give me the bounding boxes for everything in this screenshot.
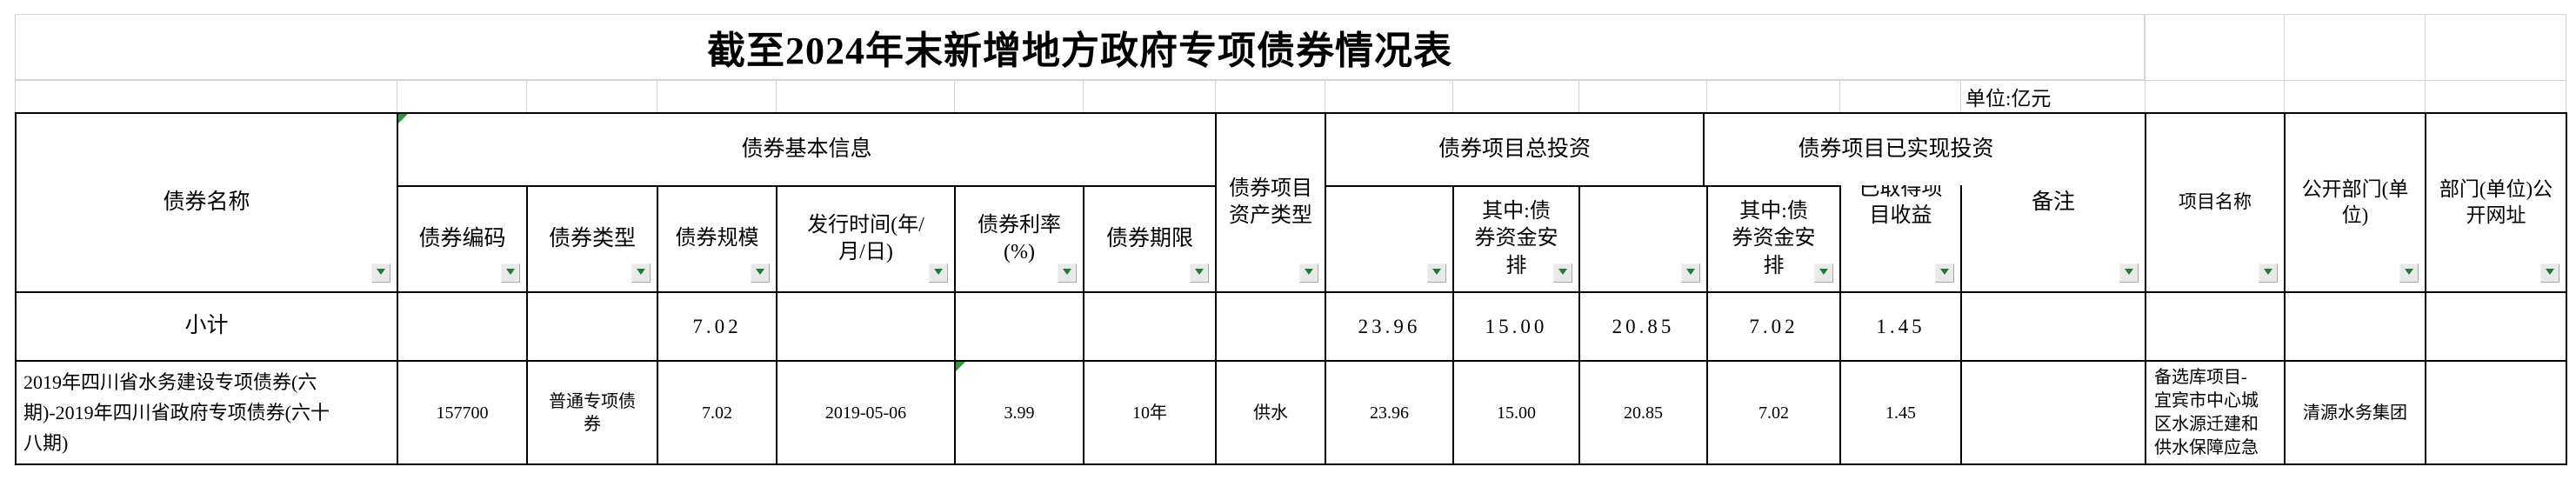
subtotal-dept-url-cell[interactable] — [2426, 293, 2566, 360]
gridline — [15, 80, 2566, 81]
asset-type-cell[interactable]: 供水 — [1217, 362, 1325, 463]
subtotal-label-cell[interactable]: 小计 — [17, 293, 397, 360]
subtotal-income-cell[interactable]: 1.45 — [1841, 293, 1960, 360]
filter-button-disclosing-dept[interactable] — [2399, 263, 2419, 283]
gridline — [1960, 80, 1961, 112]
dept-url-cell[interactable] — [2426, 362, 2566, 463]
filter-dropdown-icon — [1940, 269, 1949, 279]
header-dept-url[interactable]: 部门(单位)公开网址 — [2426, 114, 2566, 291]
filter-button-total-investment[interactable] — [1427, 263, 1446, 283]
subtotal-disclosing-dept-cell[interactable] — [2286, 293, 2425, 360]
filter-button-bond-type[interactable] — [631, 263, 651, 283]
gridline — [1706, 80, 1707, 112]
remarks-cell[interactable] — [1962, 362, 2145, 463]
gridline — [776, 80, 777, 112]
header-group-basic-info[interactable]: 债券基本信息 — [398, 114, 1215, 185]
subtotal-asset-type-cell[interactable] — [1217, 293, 1325, 360]
filter-button-bond-scale[interactable] — [751, 263, 770, 283]
filter-button-realized-bond-fund[interactable] — [1814, 263, 1833, 283]
gridline — [954, 80, 955, 112]
subtotal-bond-scale-cell[interactable]: 7.02 — [658, 293, 776, 360]
filter-dropdown-icon — [2546, 269, 2554, 279]
gridline — [1578, 80, 1579, 112]
header-group-total-investment[interactable]: 债券项目总投资 — [1326, 114, 1703, 185]
header-project-name[interactable]: 项目名称 — [2146, 114, 2284, 291]
filter-dropdown-icon — [1305, 269, 1313, 279]
header-asset-type[interactable]: 债券项目资产类型 — [1217, 114, 1325, 291]
total-bond-fund-cell[interactable]: 15.00 — [1454, 362, 1578, 463]
gridline — [1215, 80, 1216, 112]
filter-button-bond-name[interactable] — [371, 263, 390, 283]
subtotal-total-investment-cell[interactable]: 23.96 — [1326, 293, 1452, 360]
page-title: 截至2024年末新增地方政府专项债券情况表 — [707, 30, 1452, 72]
filter-dropdown-icon — [1195, 269, 1204, 279]
gridline — [2145, 14, 2146, 112]
filter-dropdown-icon — [377, 269, 385, 279]
filter-dropdown-icon — [1686, 269, 1695, 279]
filter-dropdown-icon — [637, 269, 645, 279]
filter-button-dept-url[interactable] — [2540, 263, 2559, 283]
subtotal-interest-rate-cell[interactable] — [956, 293, 1083, 360]
gridline — [526, 80, 527, 112]
bond-type-cell[interactable]: 普通专项债券 — [528, 362, 657, 463]
subtotal-issue-date-cell[interactable] — [777, 293, 954, 360]
filter-dropdown-icon — [1558, 269, 1567, 279]
filter-dropdown-icon — [2125, 269, 2133, 279]
issue-date-cell[interactable]: 2019-05-06 — [777, 362, 954, 463]
header-issue-date[interactable]: 发行时间(年/月/日) — [777, 187, 954, 291]
subtotal-realized-investment-cell[interactable]: 20.85 — [1580, 293, 1706, 360]
filter-button-project-name[interactable] — [2259, 263, 2278, 283]
subtotal-remarks-cell[interactable] — [1962, 293, 2145, 360]
filter-button-bond-code[interactable] — [501, 263, 520, 283]
filter-dropdown-icon — [934, 269, 943, 279]
subtotal-bond-code-cell[interactable] — [398, 293, 526, 360]
income-cell[interactable]: 1.45 — [1841, 362, 1960, 463]
header-bond-name[interactable]: 债券名称 — [17, 114, 397, 291]
filter-button-bond-term[interactable] — [1190, 263, 1209, 283]
cell-corner-marker-icon — [398, 114, 408, 123]
header-group-realized-investment[interactable]: 债券项目已实现投资 — [1705, 114, 2087, 185]
subtotal-bond-term-cell[interactable] — [1084, 293, 1215, 360]
total-investment-cell[interactable]: 23.96 — [1326, 362, 1452, 463]
filter-dropdown-icon — [2405, 269, 2413, 279]
gridline — [1083, 80, 1084, 112]
subtotal-project-name-cell[interactable] — [2146, 293, 2284, 360]
realized-bond-fund-cell[interactable]: 7.02 — [1708, 362, 1839, 463]
filter-button-income[interactable] — [1935, 263, 1954, 283]
subtotal-bond-type-cell[interactable] — [528, 293, 657, 360]
filter-dropdown-icon — [1819, 269, 1828, 279]
interest-rate-cell[interactable]: 3.99 — [956, 362, 1083, 463]
bond-name-cell[interactable]: 2019年四川省水务建设专项债券(六期)-2019年四川省政府专项债券(六十八期… — [17, 362, 397, 463]
cell-corner-marker-icon — [956, 362, 965, 371]
subtotal-total-bond-fund-cell[interactable]: 15.00 — [1454, 293, 1578, 360]
project-name-cell[interactable]: 备选库项目-宜宾市中心城区水源迁建和供水保障应急 — [2146, 362, 2284, 463]
unit-label: 单位:亿元 — [1965, 88, 2052, 110]
bond-term-cell[interactable]: 10年 — [1084, 362, 1215, 463]
disclosing-dept-cell[interactable]: 清源水务集团 — [2286, 362, 2425, 463]
gridline — [2425, 14, 2426, 112]
filter-button-total-bond-fund[interactable] — [1553, 263, 1572, 283]
bond-code-cell[interactable]: 157700 — [398, 362, 526, 463]
filter-dropdown-icon — [1432, 269, 1441, 279]
gridline — [1452, 80, 1453, 112]
bond-scale-cell[interactable]: 7.02 — [658, 362, 776, 463]
realized-investment-cell[interactable]: 20.85 — [1580, 362, 1706, 463]
filter-dropdown-icon — [756, 269, 764, 279]
subtotal-realized-bond-fund-cell[interactable]: 7.02 — [1708, 293, 1839, 360]
filter-dropdown-icon — [1063, 269, 1071, 279]
header-disclosing-dept[interactable]: 公开部门(单位) — [2286, 114, 2425, 291]
filter-dropdown-icon — [506, 269, 515, 279]
gridline — [1839, 80, 1840, 112]
filter-button-remarks[interactable] — [2119, 263, 2139, 283]
filter-button-realized-investment[interactable] — [1681, 263, 1700, 283]
filter-button-interest-rate[interactable] — [1058, 263, 1077, 283]
filter-button-asset-type[interactable] — [1299, 263, 1318, 283]
filter-dropdown-icon — [2264, 269, 2272, 279]
title-cell[interactable]: 截至2024年末新增地方政府专项债券情况表 — [15, 14, 2145, 80]
bond-table: 债券名称 债券项目资产类型 已取得项目收益 备注 项目名称 公开部门(单位) 部… — [15, 112, 2567, 465]
filter-button-issue-date[interactable] — [929, 263, 948, 283]
gridline — [2284, 14, 2285, 112]
